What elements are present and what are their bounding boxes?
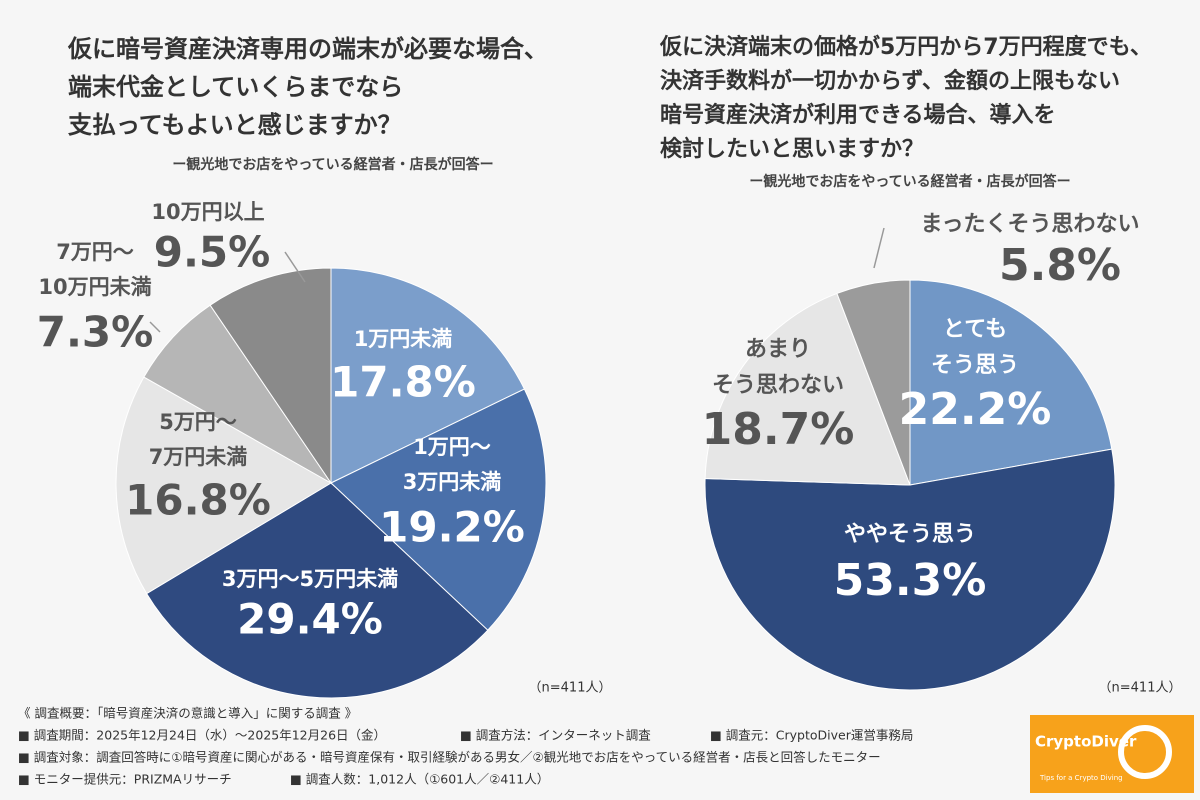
chart-title: 仮に暗号資産決済専用の端末が必要な場合、端末代金としていくらまでなら支払ってもよ… <box>67 35 548 139</box>
slice-label: 3万円〜5万円未満 <box>222 567 398 591</box>
slice-label: あまりそう思わない <box>712 337 844 398</box>
chart-subtitle: ー観光地でお店をやっている経営者・店長が回答ー <box>749 173 1070 190</box>
chart-subtitle: ー観光地でお店をやっている経営者・店長が回答ー <box>172 156 493 173</box>
chart-title: 仮に決済端末の価格が5万円から7万円程度でも、決済手数料が一切かからず、金額の上… <box>659 34 1152 162</box>
pie-slice <box>909 279 1113 486</box>
slice-label: 1万円〜 3万円未満 <box>403 435 502 494</box>
value-label: 29.4% <box>237 595 383 644</box>
value-label: 16.8% <box>125 476 271 525</box>
slice-label: 7万円〜 10万円未満 <box>38 240 151 299</box>
slice-label: 1万円未満 <box>354 327 453 351</box>
pie-slice <box>330 267 526 484</box>
pie-slice <box>143 304 332 484</box>
footer-text: ■ 調査対象：調査回答時に①暗号資産に関心がある・暗号資産保有・取引経験がある男… <box>18 750 881 765</box>
footer-text: ■ 調査期間：2025年12月24日（水）〜2025年12月26日（金） <box>18 728 386 743</box>
value-label: 18.7% <box>702 404 855 455</box>
sample-note: （n=411人） <box>1099 681 1182 696</box>
footer-text: ■ 調査元：CryptoDiver運営事務局 <box>710 728 913 743</box>
pie-slice <box>704 292 911 486</box>
value-label: 22.2% <box>899 384 1052 435</box>
slice-label: ややそう思う <box>844 522 976 547</box>
pie-slice <box>330 388 547 631</box>
footer-text: ■ 調査方法：インターネット調査 <box>460 728 651 743</box>
value-label: 17.8% <box>330 358 476 407</box>
value-label: 53.3% <box>834 555 987 606</box>
footer-text: ■ 調査人数：1,012人（①601人／②411人） <box>290 772 549 787</box>
value-label: 5.8% <box>999 240 1121 291</box>
footer-text: ■ モニター提供元：PRIZMAリサーチ <box>18 772 232 787</box>
sample-note: （n=411人） <box>529 681 612 696</box>
slice-label: 5万円〜 7万円未満 <box>149 410 248 469</box>
value-label: 9.5% <box>154 228 270 277</box>
leader-line <box>873 227 885 269</box>
pie-slice <box>115 376 332 595</box>
pie-slice <box>836 279 911 486</box>
pies: 1万円未満 17.8% 1万円〜 3万円未満 19.2% 3万円〜5万円未満 29.4% 5万… <box>37 200 1140 699</box>
value-label: 7.3% <box>37 308 153 357</box>
leader-line <box>149 321 161 333</box>
slice-label: まったくそう思わない <box>920 212 1139 237</box>
slice-label: とてもそう思う <box>931 317 1019 378</box>
logo-icon <box>1118 725 1172 779</box>
pie-slice <box>209 267 332 485</box>
pie-slice <box>704 448 1116 691</box>
logo-name: CryptoDiver <box>1035 733 1137 751</box>
value-label: 19.2% <box>379 503 525 552</box>
leader-line <box>284 251 306 283</box>
logo-tagline: Tips for a Crypto Diving <box>1039 774 1123 782</box>
pie-slice <box>145 482 489 699</box>
slice-label: 10万円以上 <box>151 200 264 224</box>
footer-heading: 《 調査概要：「暗号資産決済の意識と導入」に関する調査 》 <box>18 706 357 721</box>
